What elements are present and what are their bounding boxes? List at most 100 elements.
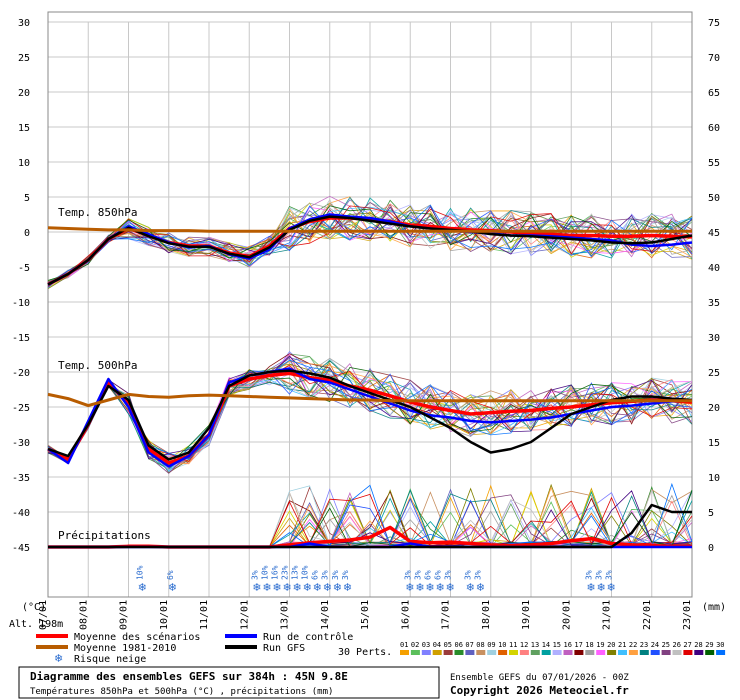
y-left-tick: 30: [18, 18, 30, 29]
legend-label-climatology: Moyenne 1981-2010: [74, 643, 176, 654]
pert-number: 08: [476, 641, 484, 649]
snowflake-icon: ❄: [476, 581, 485, 594]
snowflake-icon: ❄: [54, 652, 63, 665]
snow-risk-label: 13%: [291, 565, 300, 580]
y-right-tick: 0: [708, 543, 714, 554]
pert-swatch: [596, 650, 606, 655]
perturbation-palette: 01 02 03 04 05 06 07 08 09 10 11 12 13 14 15 16 17 18 19 20…: [400, 641, 726, 655]
y-left-tick: 10: [18, 158, 30, 169]
y-left-tick: -5: [18, 263, 30, 274]
snow-risk-label: 3%: [594, 570, 603, 580]
pert-number: 22: [629, 641, 637, 649]
pert-number: 28: [694, 641, 702, 649]
pert-number: 04: [433, 641, 441, 649]
legend-label-mean: Moyenne des scénarios: [74, 631, 200, 643]
x-tick: 07/01: [38, 600, 49, 630]
x-tick: 17/01: [441, 600, 452, 630]
pert-swatch: [639, 650, 649, 655]
pert-swatch: [410, 650, 420, 655]
snowflake-icon: ❄: [607, 581, 616, 594]
y-left-tick: -40: [12, 508, 30, 519]
snow-risk-label: 6%: [433, 570, 442, 580]
legend-label-snow: Risque neige: [74, 654, 146, 665]
pert-swatch: [400, 650, 409, 655]
x-tick: 23/01: [682, 600, 693, 630]
pert-swatch: [683, 650, 693, 655]
pert-number: 09: [487, 641, 495, 649]
y-right-tick: 35: [708, 298, 720, 309]
snowflake-icon: ❄: [313, 581, 322, 594]
pert-swatch: [465, 650, 475, 655]
snowflake-icon: ❄: [435, 581, 444, 594]
pert-swatch: [476, 650, 486, 655]
pert-number: 10: [498, 641, 506, 649]
pert-number: 05: [444, 641, 452, 649]
ensemble-member-t850: [47, 204, 693, 288]
pert-number: 14: [542, 641, 550, 649]
x-tick: 13/01: [280, 600, 291, 630]
pert-number: 01: [400, 641, 408, 649]
snow-risk-label: 23%: [280, 565, 289, 580]
snowflake-icon: ❄: [293, 581, 302, 594]
ensemble-member-t850: [47, 202, 693, 289]
snow-risk-label: 10%: [136, 565, 145, 580]
pert-swatch: [498, 650, 508, 655]
y-right-tick: 45: [708, 228, 720, 239]
snow-risk-label: 3%: [403, 570, 412, 580]
snow-risk: 10%❄6%❄3%❄10%❄16%❄23%❄13%❄10%❄6%❄3%❄3%❄3…: [136, 565, 616, 594]
copyright: Copyright 2026 Meteociel.fr: [450, 684, 629, 697]
legend: Moyenne des scénarios Moyenne 1981-2010 …: [36, 631, 726, 665]
pert-swatch: [519, 650, 529, 655]
snow-risk-label: 3%: [444, 570, 453, 580]
ensemble-member-t850: [47, 205, 693, 285]
y-right-tick: 25: [708, 368, 720, 379]
pert-swatch: [694, 650, 704, 655]
pert-swatch: [530, 650, 540, 655]
snowflake-icon: ❄: [596, 581, 605, 594]
y-left-tick: -45: [12, 543, 30, 554]
ensemble-member-t850: [47, 196, 693, 286]
snowflake-icon: ❄: [405, 581, 414, 594]
snow-risk-label: 10%: [260, 565, 269, 580]
snowflake-icon: ❄: [282, 581, 291, 594]
x-tick: 11/01: [199, 600, 210, 630]
y-left-tick: 20: [18, 88, 30, 99]
pert-swatch: [487, 650, 497, 655]
y-right-tick: 20: [708, 403, 720, 414]
snow-risk-label: 3%: [464, 570, 473, 580]
snowflake-icon: ❄: [466, 581, 475, 594]
pert-number: 30: [716, 641, 724, 649]
pert-swatch: [650, 650, 660, 655]
snow-risk-label: 3%: [321, 570, 330, 580]
y-left-tick: -10: [12, 298, 30, 309]
pert-swatch: [432, 650, 442, 655]
series-t850: [47, 213, 693, 286]
pert-swatch: [628, 650, 638, 655]
pert-number: 03: [422, 641, 430, 649]
pert-swatch: [552, 650, 562, 655]
perts-label: 30 Perts.: [338, 647, 392, 658]
x-tick: 21/01: [602, 600, 613, 630]
y-right-tick: 60: [708, 123, 720, 134]
snow-risk-label: 6%: [166, 570, 175, 580]
y-right-tick: 15: [708, 438, 720, 449]
pert-swatch: [618, 650, 627, 655]
main-series: [47, 213, 693, 549]
x-tick: 16/01: [400, 600, 411, 630]
pert-number: 17: [574, 641, 582, 649]
left-unit-label: (°C): [22, 602, 46, 613]
y-left-tick: 25: [18, 53, 30, 64]
y-left-tick: -15: [12, 333, 30, 344]
pert-number: 13: [531, 641, 539, 649]
y-left-tick: 15: [18, 123, 30, 134]
pert-number: 06: [455, 641, 463, 649]
snow-risk-label: 6%: [423, 570, 432, 580]
pert-swatch: [443, 650, 453, 655]
x-tick: 08/01: [78, 600, 89, 630]
snowflake-icon: ❄: [252, 581, 261, 594]
pert-swatch: [421, 650, 431, 655]
pert-swatch: [454, 650, 464, 655]
y-left-tick: -20: [12, 368, 30, 379]
snow-risk-label: 16%: [270, 565, 279, 580]
pert-number: 16: [564, 641, 572, 649]
